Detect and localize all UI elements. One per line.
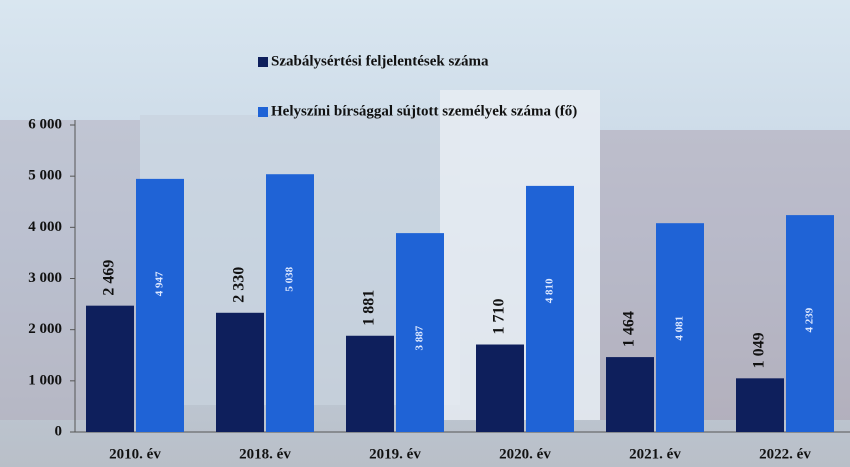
- x-tick-label: 2021. év: [629, 446, 681, 462]
- value-label: 1 710: [491, 299, 508, 335]
- bar: [266, 174, 314, 432]
- value-label: 4 947: [154, 271, 166, 296]
- legend-swatch: [258, 57, 268, 67]
- bar: [526, 186, 574, 432]
- bar: [736, 378, 784, 432]
- y-tick-label: 4 000: [28, 219, 62, 235]
- y-tick-label: 2 000: [28, 321, 62, 337]
- value-label: 4 239: [804, 307, 816, 332]
- value-label: 2 469: [101, 260, 118, 296]
- y-tick-label: 3 000: [28, 270, 62, 286]
- value-label: 2 330: [231, 267, 248, 303]
- y-tick-label: 0: [55, 423, 63, 439]
- value-label: 3 887: [414, 325, 426, 350]
- x-tick-label: 2020. év: [499, 446, 551, 462]
- legend-label: Helyszíni bírsággal sújtott személyek sz…: [271, 103, 577, 119]
- x-tick-label: 2019. év: [369, 446, 421, 462]
- legend-swatch: [258, 107, 268, 117]
- value-label: 1 881: [361, 290, 378, 326]
- bar: [476, 345, 524, 432]
- y-tick-label: 6 000: [28, 116, 62, 132]
- x-tick-label: 2010. év: [109, 446, 161, 462]
- value-label: 1 464: [621, 311, 638, 347]
- bar: [136, 179, 184, 432]
- value-label: 4 081: [674, 316, 686, 341]
- bar: [606, 357, 654, 432]
- x-tick-label: 2022. év: [759, 446, 811, 462]
- bar: [86, 306, 134, 432]
- y-tick-label: 1 000: [28, 372, 62, 388]
- bar: [216, 313, 264, 432]
- x-tick-label: 2018. év: [239, 446, 291, 462]
- page: 0 1 000 2 000 3 000 4 000 5 000 6 000 Szabálysé…: [0, 0, 850, 467]
- value-label: 4 810: [544, 278, 556, 303]
- value-label: 5 038: [284, 266, 296, 291]
- legend-label: Szabálysértési feljelentések száma: [271, 53, 489, 69]
- y-tick-label: 5 000: [28, 168, 62, 184]
- bar: [346, 336, 394, 432]
- value-label: 1 049: [751, 332, 768, 368]
- chart: 0 1 000 2 000 3 000 4 000 5 000 6 000 Szabálysé…: [0, 0, 850, 467]
